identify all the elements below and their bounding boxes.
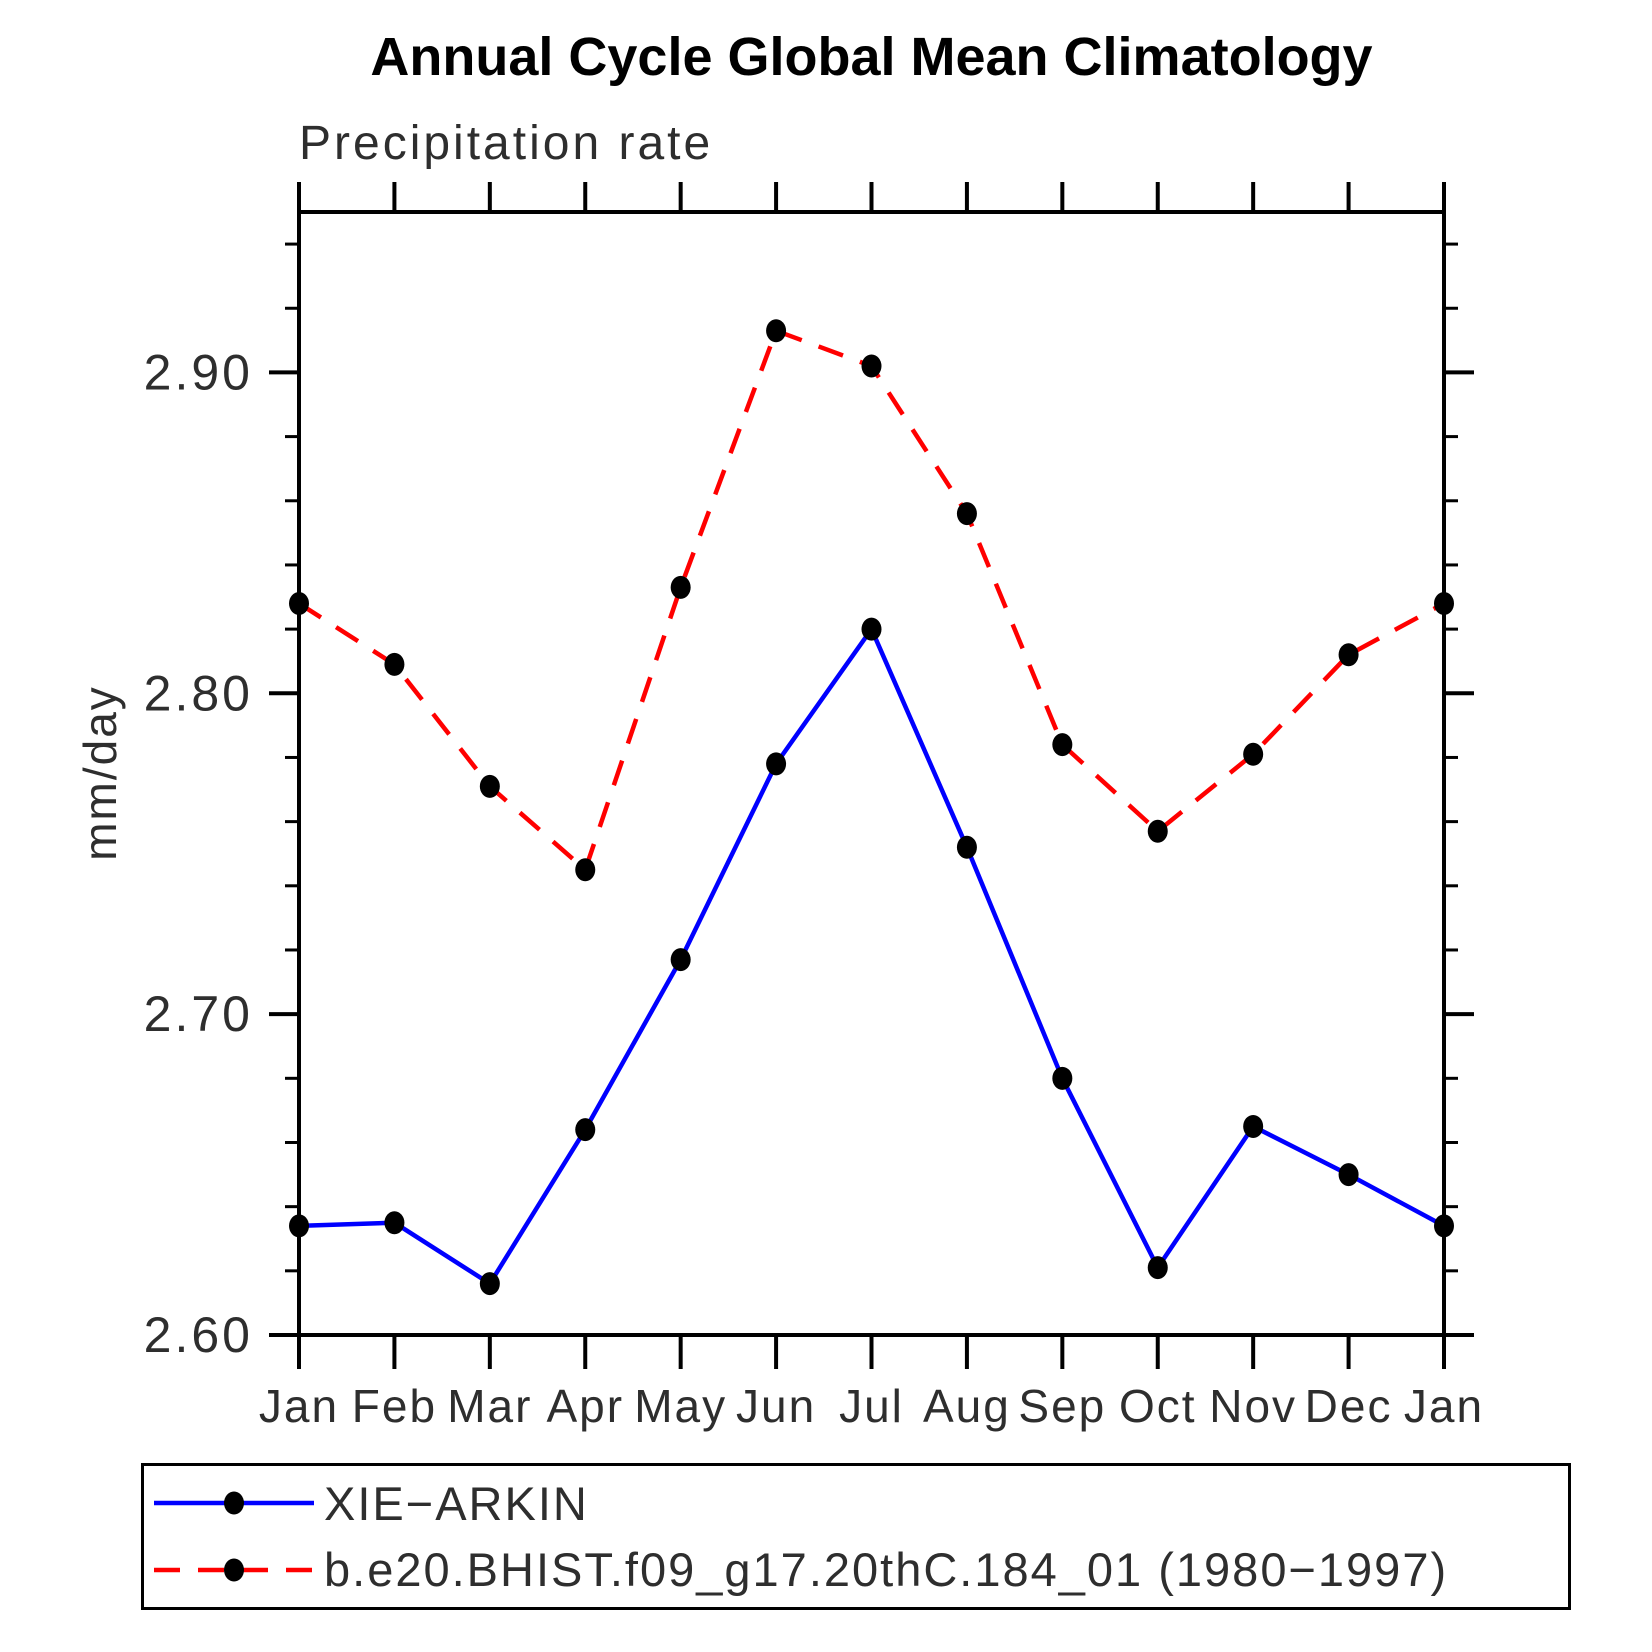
x-tick-label: Oct (1119, 1380, 1197, 1432)
data-point-marker-s0 (289, 1214, 309, 1238)
data-point-marker-s0 (956, 835, 977, 859)
chart-subtitle: Precipitation rate (299, 117, 714, 170)
data-point-marker-s1 (479, 774, 500, 798)
x-tick-label: Dec (1305, 1380, 1393, 1432)
data-point-marker-s1 (1338, 643, 1359, 667)
data-point-marker-s0 (1434, 1214, 1454, 1238)
data-point-marker-s0 (766, 752, 787, 776)
x-tick-label: Feb (352, 1380, 437, 1432)
data-point-marker-s0 (1338, 1163, 1359, 1187)
legend-label: b.e20.BHIST.f09_g17.20thC.184_01 (1980−1… (324, 1543, 1449, 1597)
x-tick-label: Jun (736, 1380, 816, 1432)
plot-border (297, 210, 1446, 1337)
data-point-marker-s1 (1147, 819, 1168, 843)
data-point-marker-s0 (670, 948, 691, 972)
y-axis-label: mm/day (74, 685, 126, 861)
data-point-marker-s0 (479, 1272, 500, 1296)
data-point-marker-s1 (384, 652, 405, 676)
y-tick-label: 2.80 (144, 665, 253, 721)
legend-row: XIE−ARKIN (152, 1471, 1568, 1535)
y-tick-label: 2.90 (144, 344, 253, 400)
data-point-marker-s1 (861, 354, 882, 378)
y-tick-label: 2.70 (144, 986, 253, 1042)
data-point-marker-s0 (575, 1118, 596, 1142)
data-point-marker-s1 (670, 575, 691, 599)
data-point-marker-s0 (861, 617, 882, 641)
data-point-marker-s0 (384, 1211, 405, 1235)
x-tick-label: Sep (1018, 1380, 1106, 1432)
x-tick-label: Jul (839, 1380, 904, 1432)
data-point-marker-s1 (766, 319, 787, 343)
x-tick-label: Aug (923, 1380, 1011, 1432)
legend-row: b.e20.BHIST.f09_g17.20thC.184_01 (1980−1… (152, 1538, 1568, 1602)
data-point-marker-s1 (575, 858, 596, 882)
series-line-0 (298, 626, 1446, 1286)
data-point-marker-s1 (1052, 733, 1073, 757)
x-tick-label: Jan (1404, 1380, 1484, 1432)
legend-sample-1 (154, 1558, 314, 1582)
x-tick-label: Jan (259, 1380, 339, 1432)
data-point-marker-s1 (1243, 742, 1264, 766)
series-line-1 (297, 328, 1446, 873)
legend-sample-marker (224, 1558, 244, 1582)
x-tick-label: May (634, 1380, 727, 1432)
chart-title: Annual Cycle Global Mean Climatology (370, 27, 1373, 87)
data-point-marker-s1 (289, 591, 309, 615)
x-tick-label: Mar (447, 1380, 532, 1432)
x-tick-label: Apr (546, 1380, 624, 1432)
data-point-marker-s0 (1243, 1114, 1264, 1138)
y-tick-label: 2.60 (144, 1307, 253, 1363)
legend: XIE−ARKIN b.e20.BHIST.f09_g17.20thC.184_… (141, 1463, 1571, 1610)
data-point-marker-s1 (956, 502, 977, 526)
legend-sample-0 (154, 1491, 314, 1515)
legend-sample-marker (224, 1491, 244, 1515)
data-point-marker-s0 (1052, 1066, 1073, 1090)
data-point-marker-s1 (1434, 591, 1454, 615)
x-tick-label: Nov (1209, 1380, 1297, 1432)
legend-label: XIE−ARKIN (324, 1476, 589, 1530)
data-point-marker-s0 (1147, 1256, 1168, 1280)
